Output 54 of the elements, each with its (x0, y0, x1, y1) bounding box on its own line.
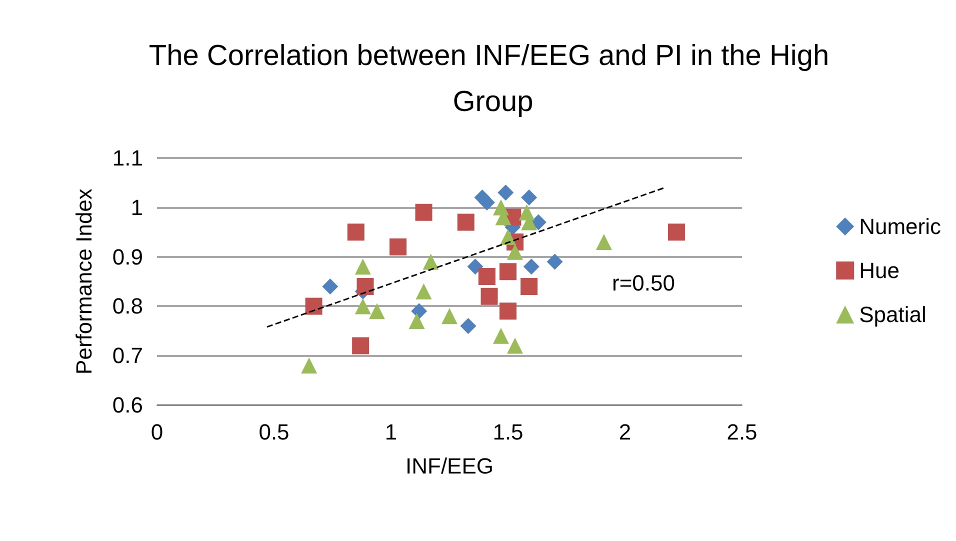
point (457, 214, 474, 231)
point (521, 190, 538, 206)
y-tick-label: 1.1 (112, 146, 143, 170)
legend-label: Hue (859, 258, 900, 283)
point (500, 263, 516, 280)
point (301, 357, 318, 374)
point (347, 224, 364, 241)
annotation: r=0.50 (612, 270, 675, 296)
point (507, 338, 524, 354)
point (460, 318, 476, 334)
point (305, 298, 322, 315)
point (368, 303, 385, 320)
y-tick-label: 0.9 (112, 244, 143, 270)
chart-title: The Correlation between INF/EEG and PI in the High Group (148, 40, 838, 118)
y-axis-title: Performance Index (72, 188, 96, 374)
point (390, 238, 407, 256)
x-tick-label: 2.5 (726, 420, 758, 444)
point (354, 298, 371, 314)
y-tick-label: 0.7 (112, 343, 143, 368)
point (408, 313, 425, 330)
point (322, 278, 338, 294)
point (668, 224, 685, 241)
x-tick-label: 1 (384, 420, 398, 444)
point (478, 194, 495, 210)
x-axis-title: INF/EEG (405, 454, 494, 478)
point (354, 258, 371, 275)
point (523, 258, 540, 275)
point (442, 308, 458, 324)
point (356, 278, 374, 295)
point (520, 278, 538, 295)
y-tick-label: 0.8 (112, 294, 143, 319)
point (480, 288, 498, 305)
legend-label: Spatial (859, 302, 926, 327)
point (467, 258, 484, 275)
point (507, 244, 524, 260)
x-tick-label: 0.5 (258, 420, 290, 444)
legend-label: Numeric (859, 214, 942, 239)
point (478, 268, 496, 286)
point (492, 328, 509, 344)
point (500, 229, 516, 246)
x-tick-label: 2 (618, 420, 632, 444)
point (596, 234, 612, 250)
y-tick-label: 0.6 (112, 392, 143, 418)
point (422, 254, 439, 270)
point (500, 302, 516, 320)
point (352, 337, 370, 354)
point (415, 204, 432, 221)
point (416, 283, 432, 300)
x-tick-label: 0 (150, 420, 164, 444)
point (546, 254, 563, 270)
y-tick-label: 1 (130, 194, 143, 220)
point (411, 303, 428, 320)
point (498, 184, 514, 201)
x-tick-label: 1.5 (492, 420, 524, 444)
